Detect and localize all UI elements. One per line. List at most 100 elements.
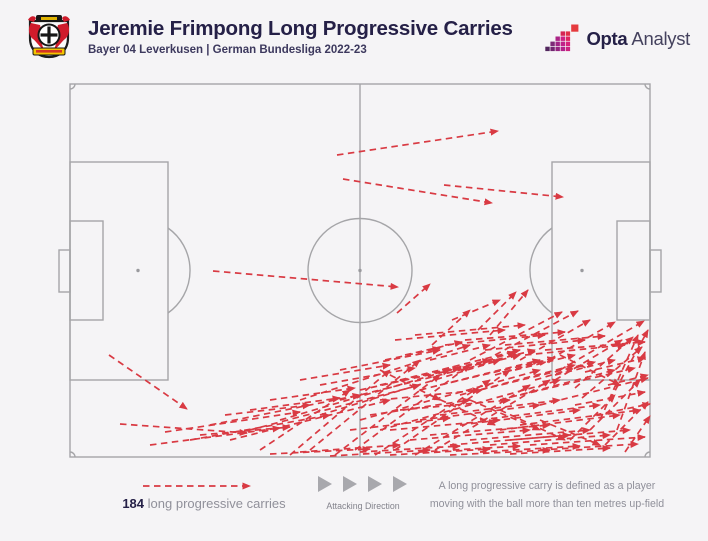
left-penalty-arc	[167, 227, 191, 314]
carry-arrow	[544, 339, 646, 351]
carry-arrow	[384, 346, 441, 361]
carry-arrow	[429, 422, 551, 436]
right-goal	[649, 249, 662, 293]
carry-arrow	[229, 398, 391, 441]
carry-arrow	[469, 311, 563, 361]
carry-definition-note: A long progressive carry is defined as a…	[412, 478, 682, 513]
carry-arrow	[419, 358, 541, 391]
page-title: Jeremie Frimpong Long Progressive Carrie…	[88, 17, 513, 40]
right-penalty-arc	[529, 227, 553, 314]
carry-arrow	[499, 409, 566, 441]
left-goal	[58, 249, 71, 293]
carries-arrows-layer	[108, 128, 651, 457]
definition-line-2: moving with the ball more than ten metre…	[429, 497, 665, 510]
carry-arrow	[249, 395, 341, 411]
carry-arrow	[509, 427, 631, 441]
carry-count-value: 184	[122, 496, 145, 511]
carry-arrow	[479, 360, 596, 391]
carry-arrow	[379, 358, 491, 386]
right-penalty-spot	[580, 268, 584, 273]
center-spot	[358, 268, 362, 273]
attacking-direction-label: Attacking Direction	[326, 501, 400, 511]
corner-arc	[644, 83, 651, 90]
carry-arrow	[396, 283, 431, 314]
carry-arrow	[359, 366, 461, 391]
header: Jeremie Frimpong Long Progressive Carrie…	[0, 0, 708, 72]
carry-arrow	[212, 270, 399, 290]
carry-arrow	[574, 389, 646, 406]
carry-arrow	[439, 356, 556, 386]
carry-arrow	[359, 368, 541, 421]
carry-arrow	[616, 351, 646, 431]
carry-arrow	[479, 442, 581, 453]
carry-arrow	[189, 412, 331, 441]
carry-arrow	[589, 379, 641, 431]
carry-arrow	[504, 333, 606, 346]
carry-arrow	[336, 128, 499, 156]
carry-arrow	[342, 178, 493, 206]
bayer-leverkusen-crest-icon	[28, 15, 70, 59]
carry-arrow	[624, 415, 651, 453]
carry-arrow	[334, 374, 441, 456]
left-penalty-spot	[136, 268, 140, 273]
carry-arrow	[484, 337, 586, 351]
carry-arrow	[454, 350, 516, 371]
carry-arrow	[519, 407, 641, 426]
page-subtitle: Bayer 04 Leverkusen | German Bundesliga …	[88, 44, 367, 56]
corner-arc	[69, 83, 76, 90]
carry-arrow	[599, 334, 639, 421]
right-six-yard-box	[616, 220, 651, 321]
carry-arrow	[354, 364, 471, 451]
corner-arc	[69, 451, 76, 458]
carry-arrow	[431, 309, 471, 346]
carry-arrow	[499, 368, 616, 401]
carry-arrow	[469, 399, 541, 431]
carry-arrow	[439, 397, 561, 416]
opta-analyst-logo: Opta Analyst	[545, 24, 690, 53]
carry-arrow	[319, 365, 416, 386]
carry-arrow	[489, 432, 611, 446]
carry-arrow	[394, 327, 506, 341]
attacking-direction-icon	[318, 476, 407, 492]
carry-arrow	[479, 402, 601, 421]
carry-arrow	[339, 348, 441, 371]
carry-arrow	[451, 299, 501, 321]
carry-arrow	[584, 356, 646, 373]
carry-arrow	[499, 412, 621, 431]
carry-arrow	[269, 445, 371, 455]
carry-arrow	[399, 348, 521, 381]
carry-arrow	[419, 442, 521, 453]
opta-squares-icon	[545, 24, 579, 52]
carry-arrow	[249, 383, 421, 431]
carry-arrow	[224, 402, 311, 416]
carry-arrow	[419, 402, 541, 421]
carry-arrow	[394, 369, 511, 451]
carry-arrow	[359, 442, 461, 453]
carry-arrow	[477, 291, 517, 331]
carry-arrow	[404, 340, 463, 356]
carry-arrow	[414, 322, 526, 336]
carry-arrow	[554, 339, 623, 381]
definition-line-1: A long progressive carry is defined as a…	[438, 480, 656, 492]
carry-arrow	[164, 409, 301, 433]
carry-arrow	[379, 369, 441, 401]
carry-arrow	[269, 385, 356, 401]
center-circle	[307, 217, 413, 324]
carry-arrow	[349, 415, 451, 431]
carry-arrow	[199, 424, 291, 436]
carry-arrow	[329, 446, 431, 457]
carry-arrow	[434, 379, 551, 451]
carry-arrow	[524, 342, 626, 356]
brand-name-regular: Analyst	[631, 27, 690, 49]
carry-arrow	[529, 434, 646, 446]
carry-arrow	[119, 423, 248, 436]
carry-arrow	[464, 329, 566, 341]
carry-arrow	[389, 417, 501, 431]
carry-arrow	[444, 332, 546, 346]
carry-arrow	[443, 184, 564, 200]
carry-arrow	[607, 373, 649, 386]
left-six-yard-box	[69, 220, 104, 321]
carry-arrow	[519, 366, 636, 396]
brand-name-bold: Opta	[586, 27, 628, 49]
